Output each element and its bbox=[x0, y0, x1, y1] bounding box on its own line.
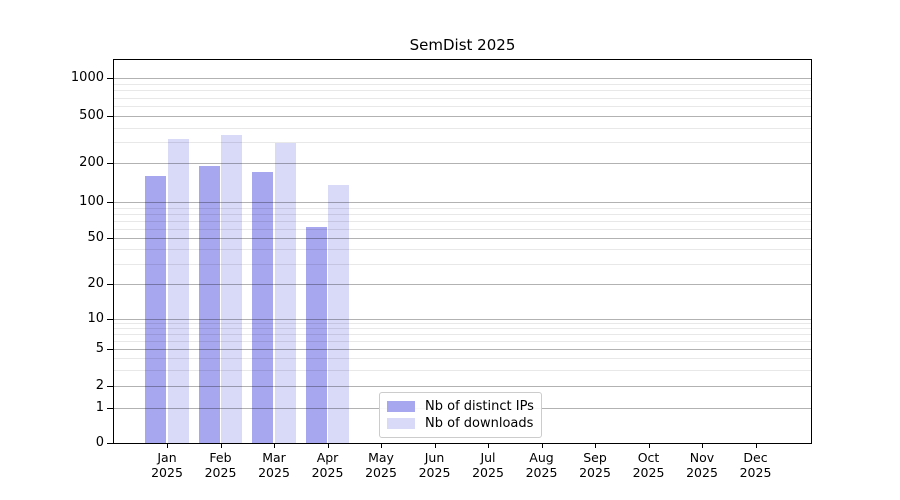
x-tick-mark bbox=[221, 444, 222, 448]
x-tick-mark bbox=[328, 444, 329, 448]
x-tick-label: Dec 2025 bbox=[739, 450, 772, 480]
legend-swatch-distinct-ips bbox=[387, 401, 415, 413]
y-tick-label: 2 bbox=[95, 378, 104, 393]
x-tick-label: Sep 2025 bbox=[579, 450, 611, 480]
x-tick-mark bbox=[488, 444, 489, 448]
x-tick-mark bbox=[274, 444, 275, 448]
y-tick-label: 5 bbox=[95, 341, 104, 357]
x-tick-label: Nov 2025 bbox=[686, 450, 718, 480]
x-tick-label: Mar 2025 bbox=[258, 450, 290, 480]
x-tick-mark bbox=[381, 444, 382, 448]
bar-downloads bbox=[167, 139, 189, 443]
bar-downloads bbox=[274, 142, 296, 443]
y-tick-label: 20 bbox=[87, 276, 104, 292]
y-tick-label: 50 bbox=[87, 230, 104, 245]
y-tick-label: 500 bbox=[79, 108, 104, 123]
x-tick-label: Oct 2025 bbox=[632, 450, 665, 480]
legend: Nb of distinct IPs Nb of downloads bbox=[379, 392, 542, 438]
y-tick-mark bbox=[107, 78, 114, 79]
x-tick-label: Apr 2025 bbox=[311, 450, 344, 480]
x-tick-label: Jun 2025 bbox=[418, 450, 451, 480]
x-tick-mark bbox=[542, 444, 543, 448]
y-tick-label: 100 bbox=[79, 194, 104, 210]
y-tick-mark bbox=[107, 349, 114, 350]
x-tick-mark bbox=[167, 444, 168, 448]
y-tick-mark bbox=[107, 319, 114, 320]
y-tick-mark bbox=[107, 116, 114, 117]
y-tick-label: 10 bbox=[87, 310, 104, 326]
legend-label-distinct-ips: Nb of distinct IPs bbox=[425, 399, 534, 415]
bars-layer bbox=[114, 60, 811, 443]
x-tick-label: Feb 2025 bbox=[204, 450, 237, 480]
legend-swatch-downloads bbox=[387, 417, 415, 429]
bar-distinct-ips bbox=[198, 166, 220, 443]
legend-label-downloads: Nb of downloads bbox=[425, 415, 534, 431]
y-tick-mark bbox=[107, 284, 114, 285]
y-tick-mark bbox=[107, 163, 114, 164]
bar-distinct-ips bbox=[145, 175, 167, 443]
x-tick-mark bbox=[649, 444, 650, 448]
plot-area bbox=[113, 59, 812, 444]
x-tick-label: Aug 2025 bbox=[525, 450, 558, 480]
bar-distinct-ips bbox=[252, 171, 274, 443]
y-tick-mark bbox=[107, 238, 114, 239]
y-tick-mark bbox=[107, 408, 114, 409]
y-tick-mark bbox=[107, 202, 114, 203]
y-tick-label: 1000 bbox=[70, 70, 104, 85]
y-tick-label: 200 bbox=[79, 155, 104, 171]
x-tick-label: Jul 2025 bbox=[472, 450, 504, 480]
y-tick-label: 0 bbox=[95, 435, 104, 450]
x-tick-mark bbox=[595, 444, 596, 448]
y-tick-mark bbox=[107, 443, 114, 444]
x-tick-mark bbox=[756, 444, 757, 448]
bar-downloads bbox=[328, 184, 350, 443]
y-tick-label: 1 bbox=[95, 400, 104, 415]
chart-title: SemDist 2025 bbox=[409, 36, 516, 54]
y-tick-mark bbox=[107, 386, 114, 387]
legend-item-downloads: Nb of downloads bbox=[387, 416, 534, 432]
bar-downloads bbox=[221, 135, 243, 443]
x-tick-mark bbox=[435, 444, 436, 448]
bar-distinct-ips bbox=[305, 226, 327, 443]
x-tick-label: May 2025 bbox=[365, 450, 397, 480]
x-tick-label: Jan 2025 bbox=[151, 450, 183, 480]
x-tick-mark bbox=[702, 444, 703, 448]
legend-item-distinct-ips: Nb of distinct IPs bbox=[387, 399, 534, 415]
